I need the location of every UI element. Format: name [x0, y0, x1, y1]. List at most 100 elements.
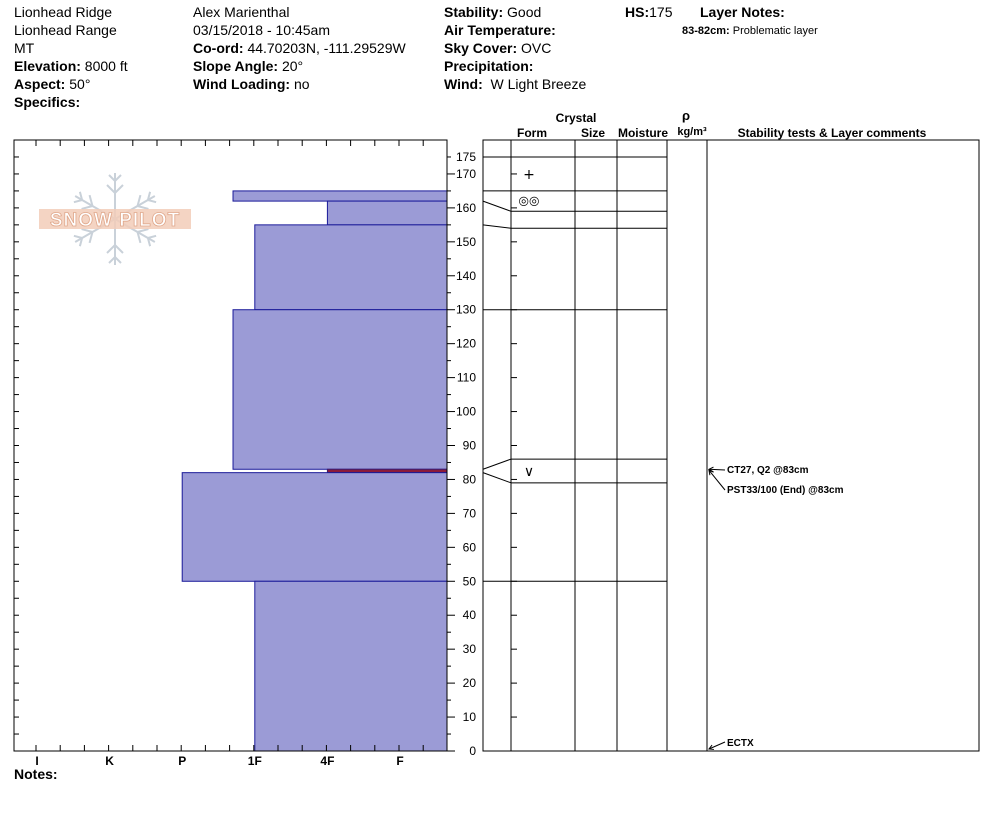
elevation-value: 8000 ft: [84, 58, 128, 74]
elevation-row: Elevation: 8000 ft: [14, 57, 128, 75]
range-name: Lionhead Range: [14, 22, 117, 38]
hs-label: HS:: [625, 4, 650, 20]
boundary-connector: [482, 200, 512, 212]
depth-tick-label: 130: [456, 303, 476, 317]
depth-tick-label: 170: [456, 167, 476, 181]
layer-note-text: Problematic layer: [732, 25, 818, 37]
stability-arrow: [708, 741, 726, 750]
boundary-connector: [482, 472, 512, 484]
wind-value: W Light Breeze: [490, 76, 587, 92]
hardness-layer: [326, 200, 448, 226]
wind-label: Wind:: [444, 76, 483, 92]
hardness-tick-label: 4F: [320, 754, 334, 768]
coord-value: 44.70203N, -111.29529W: [247, 40, 406, 56]
slope-label: Slope Angle:: [193, 58, 279, 74]
snowflake-branch: [81, 228, 94, 244]
depth-tick-label: 80: [463, 472, 477, 486]
specifics-label: Specifics:: [14, 94, 81, 110]
depth-tick-label: 70: [463, 506, 477, 520]
crystal-form-symbol: ◎◎: [519, 193, 540, 207]
depth-tick-label: 100: [456, 405, 476, 419]
wind-row: Wind: W Light Breeze: [444, 75, 586, 93]
hs-value: 175: [649, 4, 673, 20]
precip-label: Precipitation:: [444, 58, 534, 74]
crystal-form-symbol: ∨: [524, 464, 534, 480]
col-header-comments: Stability tests & Layer comments: [738, 126, 927, 140]
wind-loading-value: no: [293, 76, 310, 92]
depth-tick-label: 60: [463, 540, 477, 554]
header-left: Lionhead Ridge Lionhead Range MT Elevati…: [14, 3, 128, 111]
hardness-layer: [254, 580, 448, 752]
col-header-rho: ρ: [682, 108, 690, 123]
snowflake-branch: [136, 194, 149, 210]
boundary-connector: [482, 224, 512, 229]
snowflake-branch: [106, 184, 124, 195]
hardness-tick-label: P: [178, 754, 186, 768]
depth-tick-label: 90: [463, 439, 477, 453]
hardness-layer-highlight: [326, 468, 448, 474]
snowflake-branch: [108, 255, 122, 264]
snowflake-branch: [146, 191, 157, 204]
hardness-layer: [181, 472, 448, 582]
hardness-tick-label: F: [396, 754, 403, 768]
layer-note-range: 83-82cm:: [682, 25, 730, 37]
stability-arrow: [708, 468, 726, 471]
header-right: Stability: Good Air Temperature: Sky Cov…: [444, 3, 586, 93]
observer-name: Alex Marienthal: [193, 4, 290, 20]
col-header-size: Size: [581, 126, 605, 140]
layer-notes-title: Layer Notes:: [700, 3, 785, 21]
coord-row: Co-ord: 44.70203N, -111.29529W: [193, 39, 406, 57]
datetime: 03/15/2018 - 10:45am: [193, 22, 330, 38]
hardness-layer: [232, 309, 448, 470]
layer-notes-label: Layer Notes:: [700, 4, 785, 20]
precip-row: Precipitation:: [444, 57, 586, 75]
hardness-tick-label: K: [105, 754, 114, 768]
snowflake-branch: [136, 228, 149, 244]
snowflake-branch: [73, 191, 84, 204]
wind-loading-row: Wind Loading: no: [193, 75, 406, 93]
snowflake-branch: [81, 194, 94, 210]
stability-test-label: ECTX: [727, 738, 754, 749]
col-header-density-unit: kg/m³: [677, 126, 707, 138]
elevation-label: Elevation:: [14, 58, 81, 74]
aspect-label: Aspect:: [14, 76, 66, 92]
layer-note-row: 83-82cm: Problematic layer: [682, 22, 818, 40]
depth-tick-label: 150: [456, 235, 476, 249]
depth-tick-label: 140: [456, 269, 476, 283]
hardness-tick-label: 1F: [248, 754, 262, 768]
header-middle: Alex Marienthal 03/15/2018 - 10:45am Co-…: [193, 3, 406, 93]
col-header-form: Form: [517, 126, 547, 140]
aspect-row: Aspect: 50°: [14, 75, 128, 93]
sky-label: Sky Cover:: [444, 40, 518, 56]
depth-tick-label: 10: [463, 710, 477, 724]
snowflake-branch: [146, 234, 157, 247]
stability-test-label: CT27, Q2 @83cm: [727, 465, 809, 476]
hardness-tick-label: I: [35, 754, 38, 768]
snowflake-branch: [106, 243, 124, 254]
specifics-row: Specifics:: [14, 93, 128, 111]
boundary-connector: [482, 458, 512, 470]
logo-band: [39, 209, 191, 229]
notes-label: Notes:: [14, 766, 58, 782]
state-name: MT: [14, 40, 35, 56]
stability-row: Stability: Good: [444, 3, 586, 21]
hardness-layer: [232, 190, 448, 202]
stability-arrow-head: [708, 469, 714, 476]
snowflake-branch: [73, 234, 84, 247]
wind-loading-label: Wind Loading:: [193, 76, 291, 92]
depth-tick-label: 160: [456, 201, 476, 215]
depth-tick-label: 110: [457, 371, 476, 385]
logo-text: SNOW PILOT: [50, 210, 180, 231]
hardness-layer: [254, 224, 448, 311]
coord-label: Co-ord:: [193, 40, 244, 56]
air-temp-label: Air Temperature:: [444, 22, 556, 38]
col-header-crystal: Crystal: [556, 111, 597, 125]
layer-table-frame: [482, 139, 980, 752]
sky-row: Sky Cover: OVC: [444, 39, 586, 57]
hs-row: HS:175: [625, 3, 672, 21]
location-name: Lionhead Ridge: [14, 4, 113, 20]
depth-tick-label: 30: [463, 642, 477, 656]
slope-value: 20°: [281, 58, 304, 74]
stability-arrow-head: [708, 744, 715, 750]
